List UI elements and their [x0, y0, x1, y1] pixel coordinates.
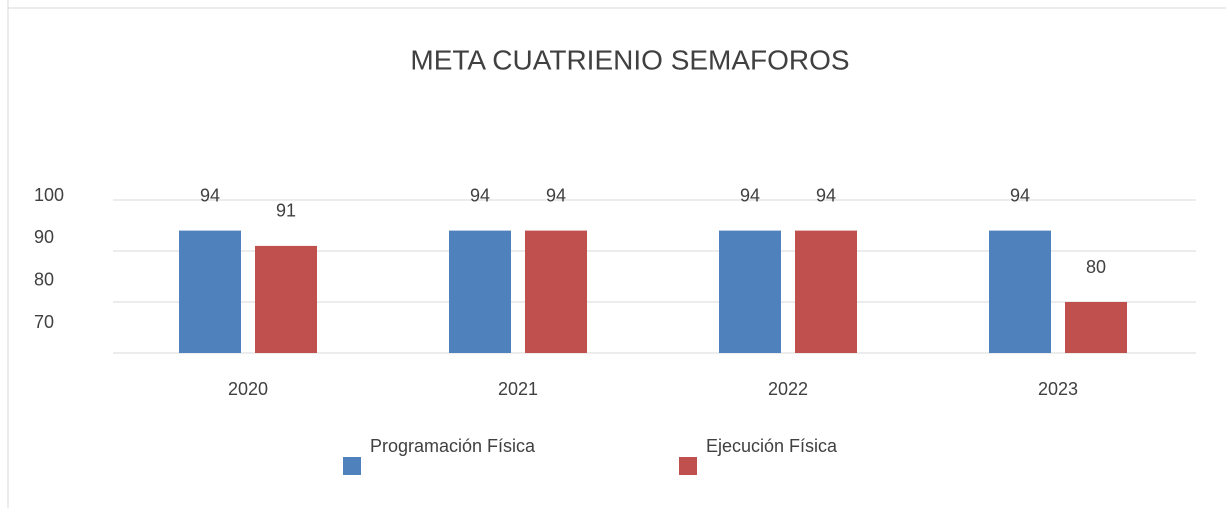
x-tick-label: 2022	[768, 379, 808, 399]
bar	[1065, 302, 1127, 353]
value-label: 94	[816, 185, 836, 205]
bar	[179, 230, 241, 353]
bar	[719, 230, 781, 353]
value-label: 94	[546, 185, 566, 205]
legend-label: Ejecución Física	[706, 436, 838, 456]
y-tick-label: 90	[34, 227, 54, 247]
x-tick-label: 2020	[228, 379, 268, 399]
bar	[525, 230, 587, 353]
legend-swatch	[679, 457, 697, 475]
chart-title: META CUATRIENIO SEMAFOROS	[410, 44, 849, 75]
bar	[795, 230, 857, 353]
value-label: 94	[1010, 185, 1030, 205]
legend-label: Programación Física	[370, 436, 536, 456]
legend-swatch	[343, 457, 361, 475]
y-tick-label: 100	[34, 185, 64, 205]
x-tick-label: 2021	[498, 379, 538, 399]
bar	[255, 245, 317, 353]
y-tick-label: 70	[34, 312, 54, 332]
y-tick-label: 80	[34, 269, 54, 289]
x-tick-label: 2023	[1038, 379, 1078, 399]
bar	[449, 230, 511, 353]
value-label: 80	[1086, 257, 1106, 277]
value-label: 94	[200, 185, 220, 205]
value-label: 94	[740, 185, 760, 205]
value-label: 94	[470, 185, 490, 205]
value-label: 91	[276, 201, 296, 221]
bar	[989, 230, 1051, 353]
